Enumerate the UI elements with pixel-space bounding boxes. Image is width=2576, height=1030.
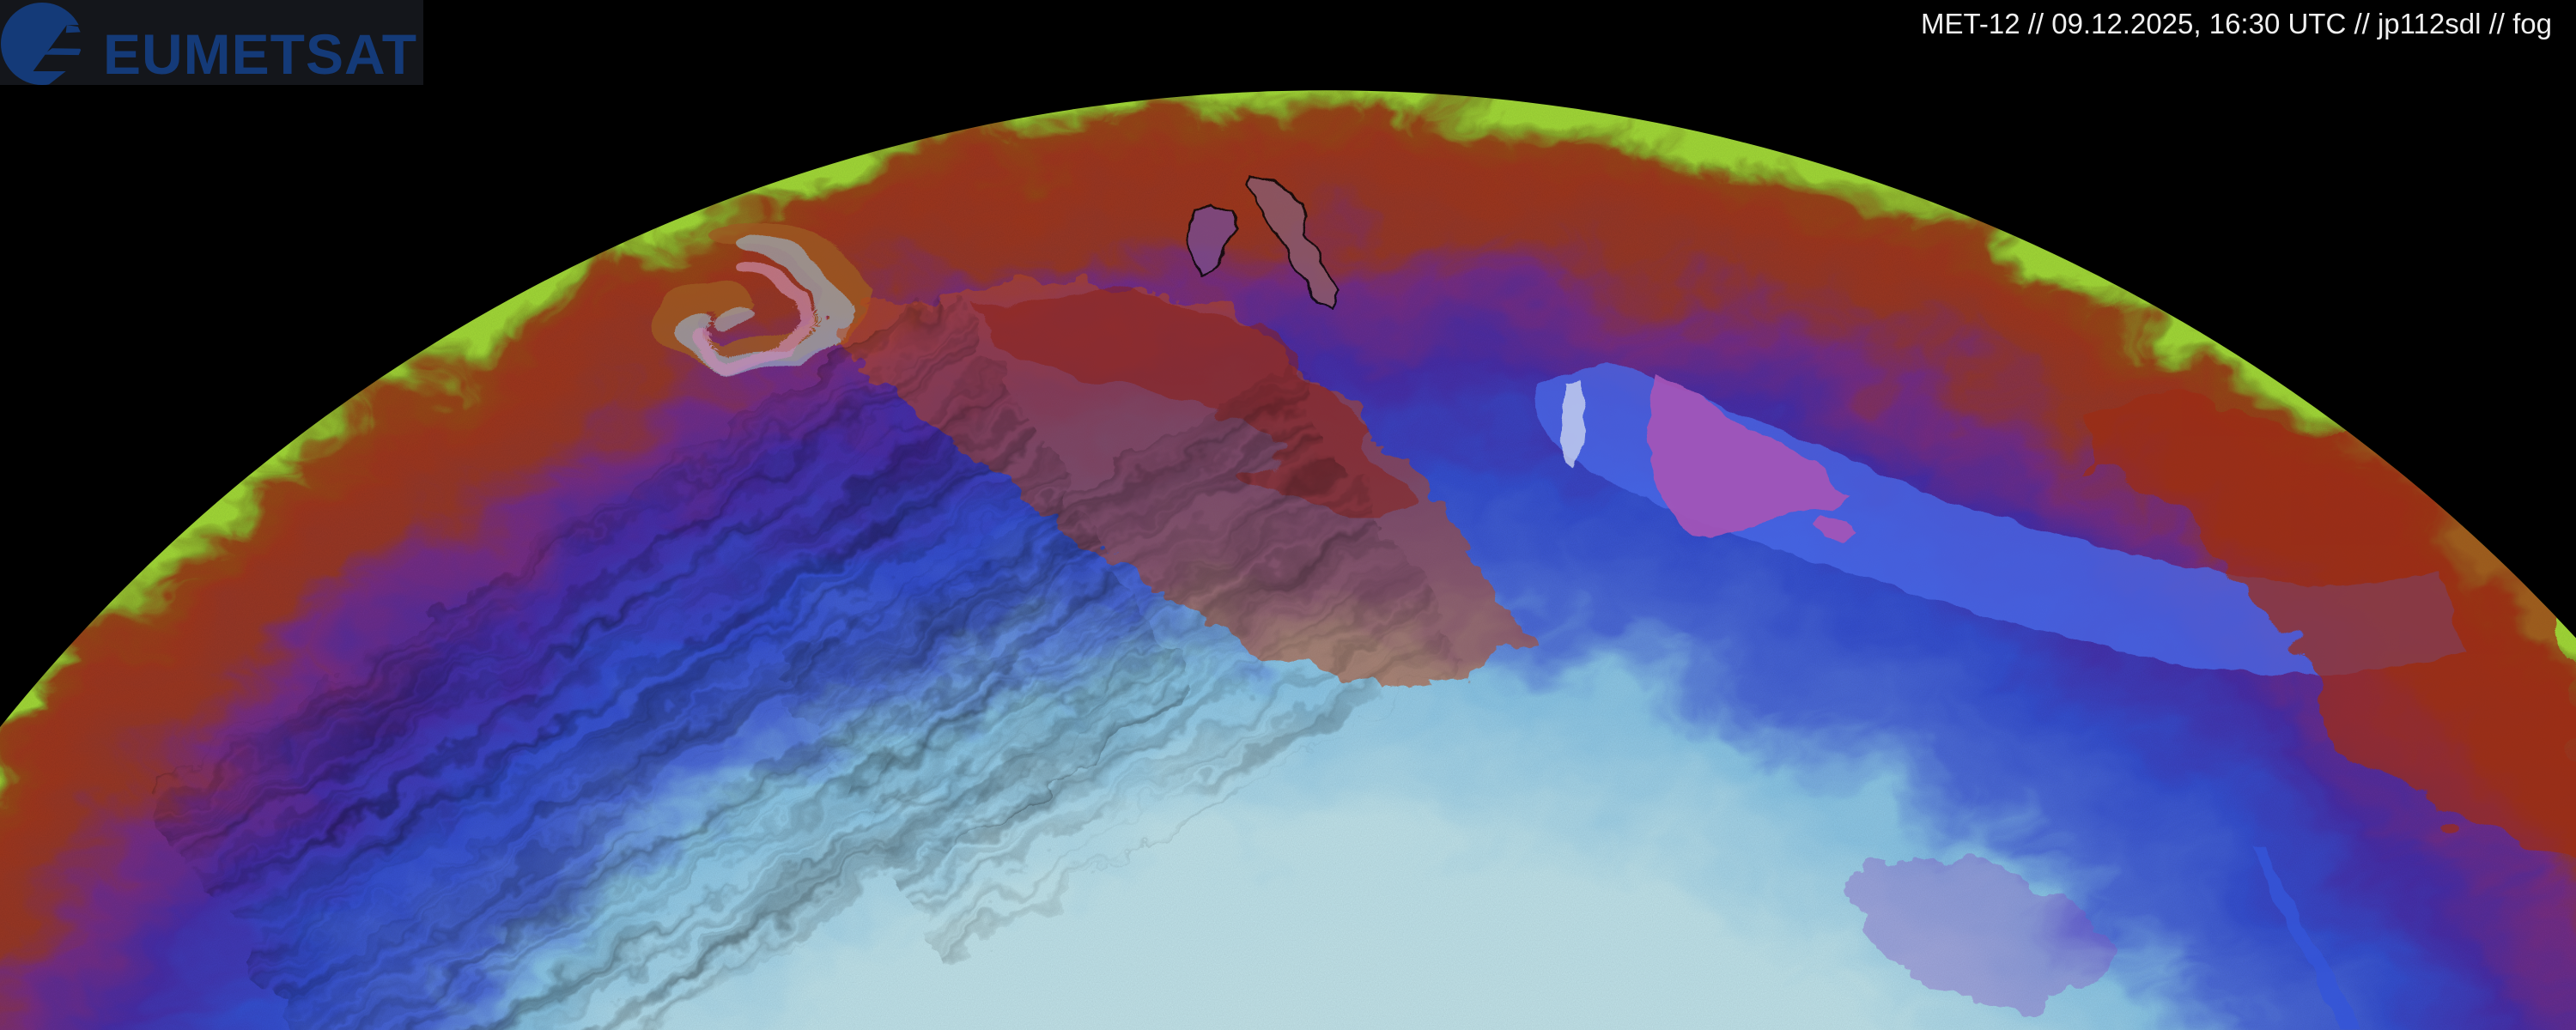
svg-text:MET-12 // 09.12.2025, 16:30 UT: MET-12 // 09.12.2025, 16:30 UTC // jp112… bbox=[1921, 8, 2552, 39]
svg-text:EUMETSAT: EUMETSAT bbox=[103, 22, 417, 86]
